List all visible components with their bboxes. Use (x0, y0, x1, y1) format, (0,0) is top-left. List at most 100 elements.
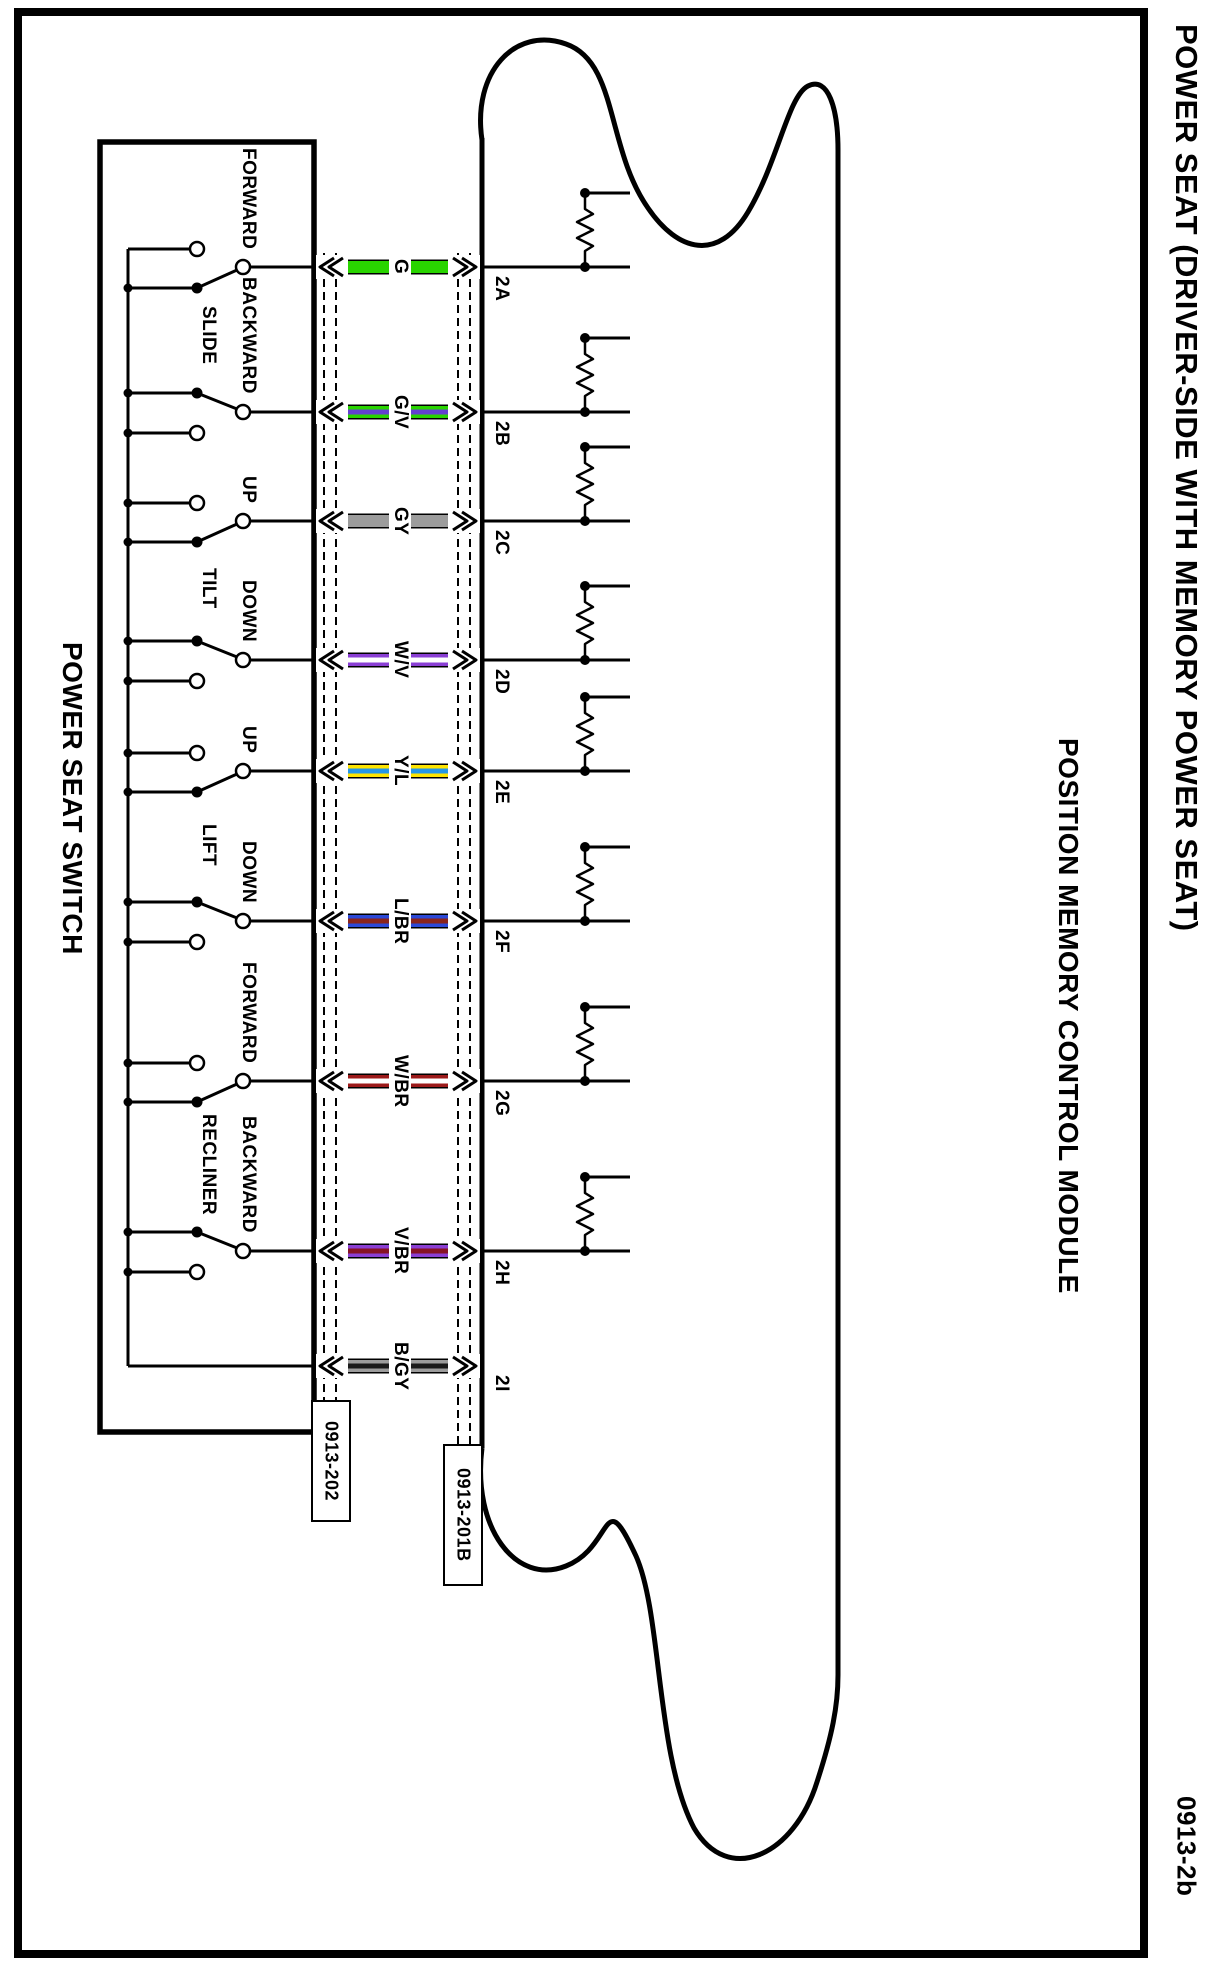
bus-junction-dot (123, 676, 133, 686)
left-chevron-icon (318, 649, 335, 671)
right-chevron-icon (452, 1240, 469, 1262)
bus-junction-dot (123, 937, 133, 947)
switch-pivot-dot (191, 896, 203, 908)
wire-contact-circle (234, 403, 252, 421)
right-chevron-icon (452, 401, 469, 423)
wire-contact-circle (234, 651, 252, 669)
wire-band-stripe (341, 1078, 455, 1084)
left-chevron-icon (318, 510, 335, 532)
right-chevron-icon (452, 910, 469, 932)
connector-202-text: 0913-202 (321, 1420, 342, 1502)
right-chevron-icon (452, 1355, 469, 1377)
right-chevron-icon (461, 1070, 478, 1092)
left-chevron-icon (318, 760, 335, 782)
resistor-top-dot (580, 188, 590, 198)
wire-contact-circle (234, 762, 252, 780)
bus-junction-dot (123, 498, 133, 508)
resistor (575, 1177, 595, 1251)
wire-band (341, 261, 455, 273)
wire-contact-circle (234, 512, 252, 530)
resistor-top-dot (580, 333, 590, 343)
resistor (575, 193, 595, 267)
idle-contact-circle (188, 1263, 206, 1281)
left-chevron-icon (318, 1355, 335, 1377)
left-chevron-icon (327, 760, 344, 782)
left-chevron-icon (327, 649, 344, 671)
left-chevron-icon (318, 401, 335, 423)
module-outline-bottom-squiggle (478, 1447, 841, 1861)
bus-junction-dot (123, 1267, 133, 1277)
switch-lever (196, 772, 238, 794)
bus-junction-dot (123, 897, 133, 907)
resistor-top-dot (580, 842, 590, 852)
right-chevron-icon (461, 649, 478, 671)
switch-pivot-dot (191, 1226, 203, 1238)
bus-junction-dot (123, 748, 133, 758)
resistor (575, 847, 595, 921)
wire-band-stripe (341, 1363, 455, 1369)
left-chevron-icon (327, 1240, 344, 1262)
left-chevron-icon (318, 1240, 335, 1262)
bus-junction-dot (123, 636, 133, 646)
connector-label-202: 0913-202 (311, 1400, 351, 1522)
right-chevron-icon (461, 1355, 478, 1377)
resistor-top-dot (580, 1002, 590, 1012)
left-chevron-icon (318, 256, 335, 278)
bus-junction-dot (123, 1097, 133, 1107)
right-chevron-icon (452, 1070, 469, 1092)
bus-junction-dot (123, 1058, 133, 1068)
switch-lever (196, 900, 238, 920)
resistor (575, 338, 595, 412)
bus-junction-dot (123, 283, 133, 293)
resistor-top-dot (580, 1172, 590, 1182)
right-chevron-icon (461, 760, 478, 782)
resistor (575, 1007, 595, 1081)
wire-band-stripe (341, 768, 455, 774)
wire-contact-circle (234, 912, 252, 930)
wire-contact-circle (234, 1242, 252, 1260)
idle-contact-circle (188, 424, 206, 442)
bus-junction-dot (123, 787, 133, 797)
wire-band-stripe (341, 409, 455, 415)
resistor (575, 586, 595, 660)
resistor-top-dot (580, 692, 590, 702)
resistor (575, 697, 595, 771)
resistor-top-dot (580, 442, 590, 452)
left-chevron-icon (318, 1070, 335, 1092)
connector-label-201b: 0913-201B (443, 1444, 483, 1586)
left-chevron-icon (327, 401, 344, 423)
bus-junction-dot (123, 388, 133, 398)
idle-contact-circle (188, 744, 206, 762)
right-chevron-icon (461, 910, 478, 932)
idle-contact-circle (188, 240, 206, 258)
left-chevron-icon (327, 1070, 344, 1092)
bus-junction-dot (123, 537, 133, 547)
switch-lever (196, 1082, 238, 1104)
switch-lever (196, 1230, 238, 1250)
switch-lever (196, 391, 238, 411)
right-chevron-icon (452, 256, 469, 278)
switch-lever (196, 268, 238, 290)
left-chevron-icon (318, 910, 335, 932)
idle-contact-circle (188, 672, 206, 690)
right-chevron-icon (461, 510, 478, 532)
right-chevron-icon (461, 256, 478, 278)
switch-pivot-dot (191, 387, 203, 399)
module-outline-top-squiggle (478, 37, 841, 248)
bus-junction-dot (123, 1227, 133, 1237)
right-chevron-icon (452, 510, 469, 532)
wire-contact-circle (234, 258, 252, 276)
idle-contact-circle (188, 933, 206, 951)
switch-box-outline (97, 139, 317, 1435)
switch-pivot-dot (191, 786, 203, 798)
bus-junction-dot (123, 428, 133, 438)
wire-contact-circle (234, 1072, 252, 1090)
page-border-frame (14, 8, 1148, 1958)
left-chevron-icon (327, 510, 344, 532)
idle-contact-circle (188, 1054, 206, 1072)
right-chevron-icon (452, 760, 469, 782)
left-chevron-icon (327, 1355, 344, 1377)
right-chevron-icon (461, 1240, 478, 1262)
